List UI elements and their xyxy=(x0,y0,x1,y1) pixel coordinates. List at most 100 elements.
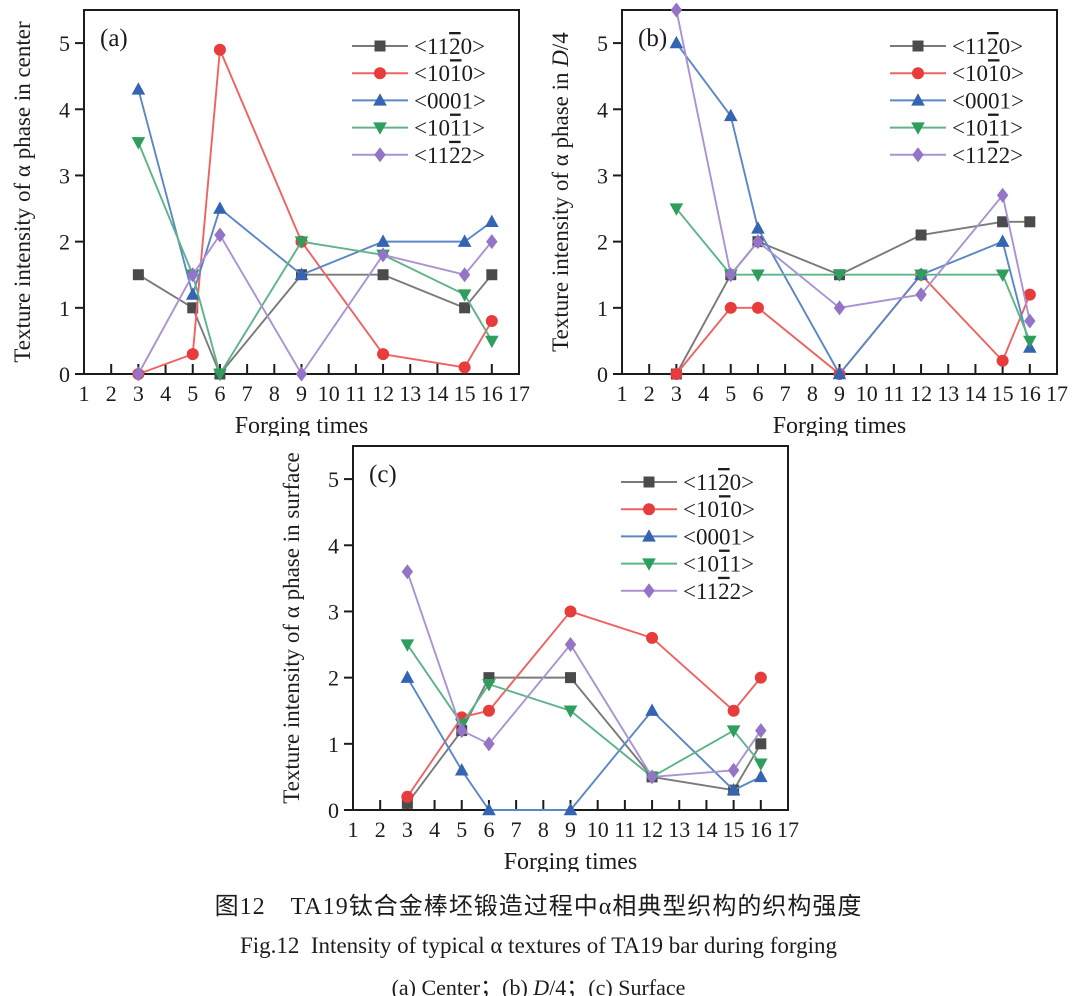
y-tick-label: 0 xyxy=(59,362,70,387)
data-point-0001 xyxy=(669,35,684,49)
data-point-10-10 xyxy=(482,704,495,717)
data-point-11-22 xyxy=(486,234,498,250)
series-10-10 xyxy=(400,605,767,803)
x-tick-label: 13 xyxy=(399,381,421,406)
x-tick-label: 8 xyxy=(537,817,548,842)
data-point-0001 xyxy=(400,670,414,683)
legend-label: <1010> xyxy=(683,497,755,522)
data-point-11-20 xyxy=(187,302,199,314)
y-tick-label: 4 xyxy=(328,533,339,558)
data-point-11-22 xyxy=(455,723,467,739)
data-point-11-22 xyxy=(401,564,413,580)
data-point-10-11 xyxy=(669,203,684,216)
data-point-10-10 xyxy=(400,790,413,803)
legend-label: <1120> xyxy=(952,34,1023,59)
x-tick-label: 15 xyxy=(454,381,476,406)
data-point-10-11 xyxy=(753,758,768,771)
legend-item-10-10: <1010> xyxy=(890,61,1024,86)
x-axis-title: Forging times xyxy=(235,413,369,436)
legend-label: <1120> xyxy=(683,470,754,495)
legend-marker-square xyxy=(912,40,924,52)
x-tick-label: 13 xyxy=(937,381,959,406)
y-axis-title: Texture intensity of α phase in center xyxy=(10,21,35,363)
data-point-10-11 xyxy=(481,679,496,692)
y-tick-label: 2 xyxy=(59,230,70,255)
series-11-22 xyxy=(670,2,1036,329)
legend-label: <1011> xyxy=(414,116,485,141)
data-point-0001 xyxy=(644,703,659,716)
x-tick-label: 17 xyxy=(777,817,799,842)
data-point-0001 xyxy=(213,201,227,214)
legend-label: <1010> xyxy=(414,61,486,86)
series-11-20 xyxy=(670,216,1036,380)
caption-subfigures: (a) Center；(b) D/4；(c) Surface xyxy=(0,970,1077,996)
legend: <1120><1010><0001> <1011><1122> xyxy=(620,470,755,604)
y-tick-label: 0 xyxy=(328,798,339,823)
data-point-11-22 xyxy=(482,736,495,752)
series-11-22 xyxy=(401,564,767,785)
data-point-10-10 xyxy=(564,605,576,618)
data-point-10-10 xyxy=(996,354,1009,367)
y-tick-label: 3 xyxy=(597,163,608,188)
x-tick-label: 15 xyxy=(722,817,744,842)
x-tick-label: 3 xyxy=(401,817,412,842)
data-point-0001 xyxy=(753,769,768,783)
legend-marker-triangle-down xyxy=(641,558,656,571)
series-line-11-20 xyxy=(406,676,762,804)
x-tick-label: 9 xyxy=(296,381,307,406)
data-point-0001 xyxy=(995,234,1010,247)
data-point-10-10 xyxy=(186,348,199,361)
y-tick-label: 2 xyxy=(597,230,608,255)
x-tick-label: 14 xyxy=(695,817,717,842)
legend-marker-triangle-up xyxy=(911,93,925,106)
data-point-10-11 xyxy=(294,236,309,249)
legend-label: <1122> xyxy=(414,143,485,168)
data-point-10-10 xyxy=(724,301,737,314)
data-point-0001 xyxy=(131,82,146,95)
data-point-10-10 xyxy=(670,368,683,380)
data-point-11-22 xyxy=(725,267,737,283)
series-line-10-11 xyxy=(137,142,493,375)
series-0001 xyxy=(131,82,499,300)
y-tick-label: 5 xyxy=(59,31,70,56)
x-tick-label: 17 xyxy=(508,381,530,406)
legend-marker-square xyxy=(643,476,654,488)
caption-english: Fig.12 Intensity of typical α textures o… xyxy=(239,933,838,958)
data-point-11-20 xyxy=(915,229,927,241)
data-point-10-11 xyxy=(995,269,1010,282)
data-point-11-22 xyxy=(754,723,767,739)
data-point-11-22 xyxy=(132,366,145,382)
x-tick-label: 6 xyxy=(214,381,225,406)
y-tick-label: 1 xyxy=(328,732,339,757)
x-tick-label: 4 xyxy=(698,381,709,406)
data-point-10-11 xyxy=(832,269,847,282)
caption-sub-post: /4；(c) Surface xyxy=(549,975,686,996)
data-point-10-10 xyxy=(754,671,767,684)
x-tick-label: 15 xyxy=(992,381,1014,406)
y-tick-label: 3 xyxy=(328,599,339,624)
x-tick-label: 5 xyxy=(725,381,736,406)
data-point-11-22 xyxy=(214,227,226,243)
data-point-11-22 xyxy=(377,247,389,263)
x-tick-label: 16 xyxy=(1019,381,1041,406)
x-tick-label: 9 xyxy=(565,817,576,842)
x-tick-label: 13 xyxy=(668,817,690,842)
legend-item-10-10: <1010> xyxy=(620,497,755,522)
x-tick-label: 6 xyxy=(752,381,763,406)
legend-label: <0001> xyxy=(683,524,755,549)
legend-marker-triangle-up xyxy=(641,529,656,542)
data-point-10-10 xyxy=(458,361,471,374)
data-point-11-22 xyxy=(996,187,1009,203)
x-tick-label: 10 xyxy=(586,817,608,842)
series-11-22 xyxy=(132,227,498,382)
caption-sub-d: D xyxy=(533,975,550,996)
legend-marker-diamond xyxy=(374,147,386,163)
x-tick-label: 8 xyxy=(807,381,818,406)
x-tick-label: 7 xyxy=(780,381,791,406)
x-axis-title: Forging times xyxy=(773,413,907,436)
y-tick-label: 4 xyxy=(597,97,608,122)
panel-label: (a) xyxy=(100,25,128,52)
x-tick-label: 11 xyxy=(345,381,366,406)
